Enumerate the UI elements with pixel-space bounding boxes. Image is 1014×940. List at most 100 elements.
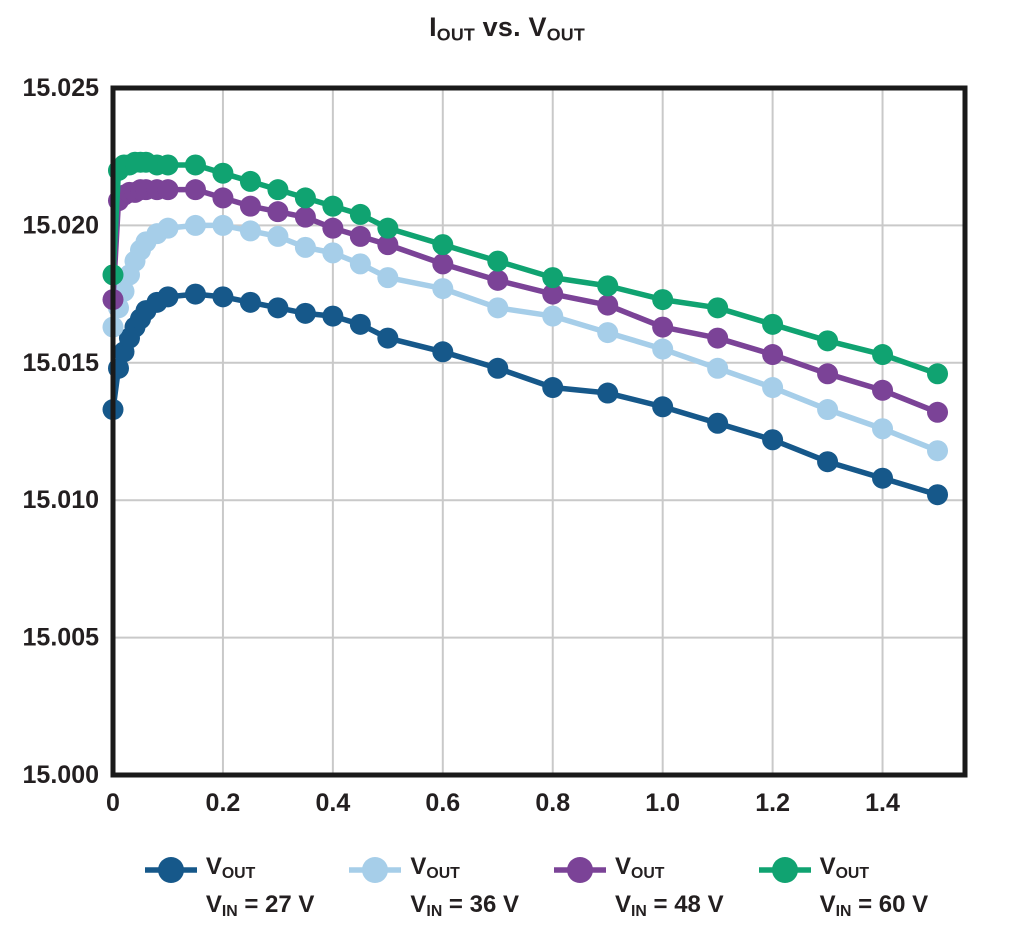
- legend-dot-icon: [567, 857, 593, 883]
- series-line-vin-27v: [110, 291, 941, 498]
- data-point-vin-36v: [267, 225, 289, 247]
- y-tick-label: 15.025: [23, 74, 100, 102]
- series-line-vin-60v: [110, 159, 941, 377]
- legend-label-line2: VIN = 27 V: [205, 890, 315, 920]
- legend-marker-vin-27v: [144, 857, 197, 883]
- data-point-vin-27v: [872, 467, 894, 489]
- data-point-vin-36v: [927, 440, 949, 462]
- data-point-vin-60v: [597, 275, 619, 297]
- legend-label-line2: VIN = 36 V: [410, 890, 519, 920]
- data-point-vin-48v: [872, 379, 894, 401]
- data-point-vin-48v: [349, 225, 371, 247]
- data-point-vin-27v: [432, 341, 454, 363]
- legend-label-line1: VOUT: [819, 853, 870, 882]
- y-tick-label: 15.010: [23, 486, 99, 514]
- data-point-vin-27v: [377, 327, 399, 349]
- data-point-vin-48v: [322, 217, 344, 239]
- x-tick-label: 1.0: [645, 789, 680, 817]
- data-point-vin-48v: [927, 401, 949, 423]
- legend-marker-vin-36v: [349, 857, 402, 883]
- y-tick-label: 15.020: [23, 211, 99, 239]
- title-symbol-iout: I: [429, 12, 437, 42]
- data-point-vin-60v: [762, 313, 784, 335]
- data-point-vin-27v: [212, 286, 234, 308]
- y-tick-label: 15.000: [23, 761, 99, 789]
- data-point-vin-48v: [267, 201, 289, 223]
- data-point-vin-60v: [707, 297, 729, 319]
- legend-label-line2: VIN = 48 V: [615, 890, 724, 920]
- legend-item-vin-60v: VOUT VIN = 60 V: [758, 851, 929, 927]
- data-point-vin-60v: [542, 267, 564, 289]
- data-point-vin-27v: [184, 283, 206, 305]
- data-point-vin-36v: [239, 220, 261, 242]
- data-point-vin-60v: [487, 250, 509, 272]
- y-tick-label: 15.005: [23, 624, 100, 652]
- data-point-vin-36v: [707, 357, 729, 379]
- x-tick-label: 0.4: [315, 789, 350, 817]
- data-point-vin-48v: [542, 283, 564, 305]
- data-point-vin-60v: [349, 203, 371, 225]
- data-point-vin-48v: [157, 179, 179, 201]
- x-tick-label: 0: [106, 789, 120, 817]
- x-tick-label: 1.2: [755, 789, 790, 817]
- data-point-vin-36v: [184, 214, 206, 236]
- data-point-vin-48v: [294, 206, 316, 228]
- data-point-vin-48v: [817, 363, 839, 385]
- legend-dot-icon: [771, 857, 798, 883]
- chart-legend: VOUT VIN = 27 V VOUT VIN = 36 V VOUT VIN…: [58, 851, 1014, 927]
- legend-marker-vin-60v: [758, 857, 811, 883]
- data-point-vin-48v: [597, 294, 619, 316]
- data-point-vin-60v: [212, 162, 234, 184]
- data-point-vin-27v: [294, 302, 316, 324]
- legend-dot-icon: [157, 857, 184, 883]
- data-point-vin-27v: [652, 396, 674, 418]
- legend-label-vin-60v: VOUT VIN = 60 V: [820, 851, 929, 927]
- data-point-vin-48v: [377, 234, 399, 256]
- data-point-vin-48v: [652, 316, 674, 338]
- legend-marker-vin-48v: [554, 857, 606, 883]
- legend-label-line1: VOUT: [615, 853, 665, 882]
- legend-label-line1: VOUT: [205, 853, 256, 882]
- data-point-vin-36v: [542, 305, 564, 327]
- data-point-vin-60v: [294, 187, 316, 209]
- title-symbol-vout: V: [528, 12, 547, 42]
- legend-label-vin-48v: VOUT VIN = 48 V: [615, 851, 724, 927]
- series-vin-27v: [102, 283, 949, 506]
- x-tick-label: 0.2: [206, 789, 241, 817]
- x-tick-label: 0.8: [535, 789, 570, 817]
- legend-item-vin-27v: VOUT VIN = 27 V: [144, 851, 315, 927]
- plot-frame: [110, 85, 968, 778]
- data-point-vin-27v: [597, 382, 619, 404]
- data-point-vin-27v: [762, 429, 784, 451]
- series-vin-36v: [102, 214, 949, 462]
- legend-label-vin-36v: VOUT VIN = 36 V: [410, 851, 519, 927]
- data-point-vin-36v: [432, 278, 454, 300]
- legend-dot-icon: [362, 857, 389, 883]
- data-point-vin-60v: [239, 170, 261, 192]
- title-subscript-out-2: OUT: [546, 24, 585, 45]
- data-point-vin-48v: [212, 187, 234, 209]
- data-point-vin-36v: [294, 236, 316, 258]
- data-point-vin-60v: [377, 217, 399, 239]
- data-point-vin-36v: [762, 377, 784, 399]
- legend-label-line1: VOUT: [410, 853, 460, 882]
- data-point-vin-27v: [817, 451, 839, 473]
- data-point-vin-27v: [239, 291, 261, 313]
- data-point-vin-27v: [322, 305, 344, 327]
- data-point-vin-48v: [707, 327, 729, 349]
- line-chart: 15.000 15.005 15.010 15.015 15.020 15.025 0 0.2…: [23, 74, 968, 817]
- data-point-vin-27v: [487, 357, 509, 379]
- data-point-vin-48v: [762, 344, 784, 366]
- data-point-vin-36v: [349, 253, 371, 275]
- data-point-vin-48v: [184, 179, 206, 201]
- data-point-vin-36v: [652, 338, 674, 360]
- data-point-vin-27v: [349, 313, 371, 335]
- data-point-vin-36v: [377, 267, 399, 289]
- data-point-vin-60v: [267, 179, 289, 201]
- data-point-vin-27v: [927, 484, 949, 506]
- y-tick-label: 15.015: [23, 349, 100, 377]
- data-point-vin-27v: [542, 377, 564, 399]
- data-point-vin-60v: [817, 330, 839, 352]
- chart-title: IOUT vs. VOUT: [0, 12, 1014, 45]
